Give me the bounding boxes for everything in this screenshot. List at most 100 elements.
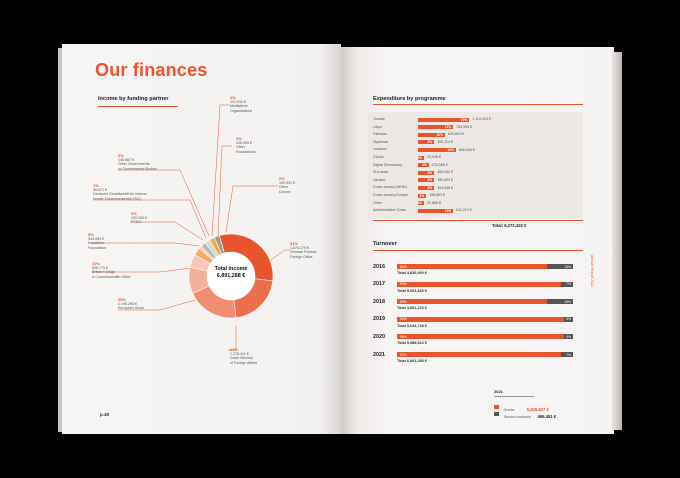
programme-bar: 13% <box>418 125 454 130</box>
expenditure-total: Total: 6,272,422 € <box>492 223 527 228</box>
right-page-edge <box>612 52 622 430</box>
turnover-contracts-pct: 7% <box>566 282 571 287</box>
programme-value: 404,638 € <box>437 185 454 190</box>
turnover-grants-pct: 85% <box>400 299 407 304</box>
partner-name: European Union <box>118 306 144 311</box>
partner-name: Other Foundations <box>236 145 256 154</box>
donut-hole <box>207 252 255 300</box>
programme-value: 276,085 € <box>431 162 448 167</box>
partner-amount: 333.953 € <box>88 237 104 241</box>
programme-bar: 3% <box>418 193 427 198</box>
partner-name: Deutsche Gesellschaft für Interna- tiona… <box>93 192 148 201</box>
turnover-contracts-pct: 5% <box>566 334 571 339</box>
partner-amount: 98.871 € <box>93 188 107 192</box>
partner-name: Multilateral Organisations <box>230 104 253 113</box>
programme-name: Cross-country Europe <box>373 193 408 197</box>
left-page-edge <box>58 48 64 432</box>
turnover-bar: 93% 7% <box>397 352 573 357</box>
partner-label: 5% 333.953 € MacArthur Foundation <box>88 232 106 250</box>
partner-pct: 2% <box>279 176 285 181</box>
programme-name: Cross-country MENA <box>373 185 407 190</box>
programme-name: Other <box>373 200 382 205</box>
turnover-contracts-pct: 15% <box>564 299 571 304</box>
income-subtitle-rule <box>98 106 178 107</box>
turnover-contracts-pct: 15% <box>564 264 571 269</box>
turnover-grants-pct: 85% <box>400 264 407 269</box>
legend-contracts-label: Service contracts <box>503 415 532 419</box>
partner-pct: 5% <box>88 232 94 237</box>
partner-name: FCDO <box>131 220 142 225</box>
programme-bar: 6% <box>418 170 435 175</box>
programme-pct: 19% <box>460 117 468 122</box>
partner-amount: 125.555 € <box>236 141 252 145</box>
programme-pct: 4% <box>422 163 427 168</box>
programme-value: 1,114,913 € <box>472 117 492 122</box>
partner-label: 10% 658.779 € British Foreign & Commonwe… <box>92 261 131 279</box>
partner-name: British Foreign & Commonwealth Office <box>92 270 131 279</box>
turnover-year: 2019 <box>373 316 385 323</box>
partner-amount: 145.987 € <box>118 158 134 162</box>
programme-pct: 6% <box>427 185 433 190</box>
partner-amount: 192.000 € <box>131 216 147 220</box>
donut-center-value: 6,891,288 € <box>216 273 246 279</box>
turnover-contracts-segment: 15% <box>546 264 573 269</box>
turnover-bar: 93% 7% <box>397 281 573 287</box>
turnover-year: 2016 <box>373 263 385 270</box>
programme-pct: 14% <box>447 147 454 152</box>
programme-value: 52,865 € <box>427 200 441 205</box>
legend-contracts-value: 465,451 € <box>537 414 557 419</box>
partner-amount: 131.944 € <box>230 100 246 104</box>
partner-label: 21% 1,278.411 € Dutch Ministry of Foreig… <box>230 347 257 365</box>
turnover-year: 2018 <box>373 298 385 305</box>
partner-pct: 21% <box>230 347 239 352</box>
programme-name: Digital Democracy <box>373 162 403 167</box>
programme-value: 306,032 € <box>437 170 454 175</box>
donut-center: Total income 6,891,288 € <box>207 266 255 279</box>
partner-pct: 2% <box>230 95 236 100</box>
programme-bar: 13% <box>418 208 454 213</box>
turnover-total: Total 3,851,120 € <box>397 306 427 311</box>
partner-name: Other Donors <box>279 185 291 194</box>
programme-name: Libya <box>373 124 382 129</box>
programme-bar: 4% <box>418 163 429 168</box>
programme-pct: 6% <box>427 178 433 183</box>
turnover-bar: 85% 15% <box>397 299 573 305</box>
turnover-total: Total 5,904,326 € <box>397 288 427 293</box>
turnover-bar: 85% 15% <box>397 264 573 269</box>
partner-pct: 2% <box>118 153 124 158</box>
partner-amount: 1,196.298 € <box>118 302 137 306</box>
programme-value: 325,114 € <box>437 139 453 144</box>
partner-pct: 20% <box>118 297 127 302</box>
turnover-total: Total 5,644,748 € <box>397 323 427 328</box>
turnover-contracts-segment: 7% <box>560 281 573 287</box>
programme-bar: 6% <box>418 185 435 190</box>
turnover-contracts-segment: 5% <box>564 316 573 322</box>
expenditure-title-rule <box>373 104 583 105</box>
partner-label: 3% 192.000 € FCDO <box>131 211 147 225</box>
turnover-bar: 95% 5% <box>397 334 573 340</box>
programme-bar: 14% <box>418 147 456 152</box>
legend-grants-label: Grants <box>503 408 515 412</box>
programme-name: Sri Lanka <box>373 170 389 175</box>
programme-bar: 6% <box>418 140 435 145</box>
partner-label: 31% 1,876.279 € German Federal Foreign O… <box>290 241 316 259</box>
programme-bar: 1% <box>417 201 424 206</box>
turnover-grants-pct: 95% <box>400 334 407 339</box>
partner-pct: 1% <box>93 183 99 188</box>
legend-year: 2021 <box>494 389 503 394</box>
programme-bar: 6% <box>418 178 435 183</box>
turnover-contracts-segment: 7% <box>560 352 573 357</box>
legend-grants-swatch <box>494 405 499 409</box>
programme-pct: 1% <box>417 201 422 206</box>
programme-name: Ukraine <box>373 177 386 182</box>
partner-label: 2% 125.555 € Other Foundations <box>236 136 256 154</box>
programme-name: Myanmar <box>373 139 388 144</box>
partner-label: 1% 98.871 € Deutsche Gesellschaft für In… <box>93 183 148 201</box>
programme-value: 629,804 € <box>448 132 464 137</box>
programme-pct: 6% <box>427 170 433 175</box>
partner-name: MacArthur Foundation <box>88 241 106 250</box>
partner-label: 2% 145.987 € Other Governments or Govern… <box>118 153 157 171</box>
turnover-title-rule <box>373 250 583 251</box>
right-page <box>341 47 614 434</box>
turnover-title: Turnover <box>373 241 397 247</box>
